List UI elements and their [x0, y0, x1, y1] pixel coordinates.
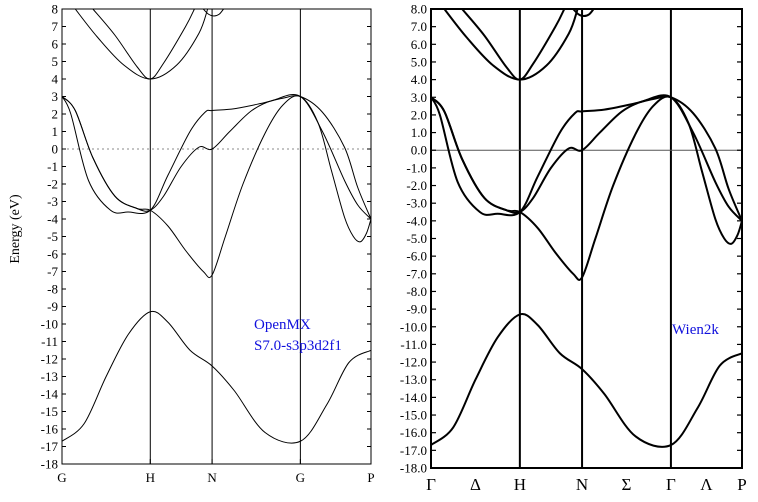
y-tick-label: -4: [47, 212, 58, 227]
wien2k-label: Wien2k: [672, 322, 719, 338]
y-tick-label: 0: [52, 142, 59, 157]
y-tick-label: 3: [52, 89, 59, 104]
k-point-label: Γ: [426, 475, 436, 494]
y-tick-label: -17.0: [400, 443, 427, 458]
y-tick-label: -9: [47, 299, 58, 314]
y-tick-label: -4.0: [406, 213, 427, 228]
right-plot-frame: [430, 8, 743, 469]
y-tick-label: 4.0: [411, 72, 427, 87]
k-point-label: N: [576, 475, 588, 494]
openmx-band-plot: Energy (eV) 8 7 6 5 4 3 2 1 0 -1 -2 -3 -4 -5 -6 -7 -8 -9 -…: [8, 2, 375, 486]
y-tick-label: -15.0: [400, 408, 427, 423]
k-point-label: G: [296, 470, 305, 485]
y-tick-label: -10.0: [400, 319, 427, 334]
band-line-4: [431, 95, 742, 222]
band-line-4: [62, 95, 371, 220]
y-tick-label: 2: [52, 107, 59, 122]
y-tick-label: -13.0: [400, 372, 427, 387]
y-tick-label: -2.0: [406, 178, 427, 193]
y-tick-label: 1: [52, 124, 59, 139]
y-tick-label: -1: [47, 159, 58, 174]
y-tick-label: 7.0: [411, 19, 427, 34]
k-point-label: P: [367, 470, 374, 485]
k-point-label: N: [207, 470, 217, 485]
k-point-label: G: [57, 470, 66, 485]
k-point-label: Γ: [666, 475, 676, 494]
band-line-5: [443, 9, 579, 81]
k-point-label: H: [514, 475, 526, 494]
y-tick-label: -12: [41, 352, 58, 367]
left-plot-frame: [61, 8, 372, 465]
y-tick-label: -11: [41, 334, 58, 349]
y-tick-label: -8: [47, 282, 58, 297]
y-axis-label: Energy (eV): [8, 194, 23, 264]
y-tick-label: 4: [52, 72, 59, 87]
band-line-3: [431, 94, 742, 222]
y-tick-label: 5: [52, 54, 59, 69]
y-tick-label: -7.0: [406, 266, 427, 281]
band-line-6: [92, 9, 195, 80]
y-tick-label: -6: [47, 247, 58, 262]
y-tick-label: 2.0: [411, 107, 427, 122]
y-tick-label: 3.0: [411, 90, 427, 105]
band-line-1: [431, 313, 742, 448]
y-tick-label: -2: [47, 177, 58, 192]
y-tick-label: -15: [41, 404, 58, 419]
y-tick-label: 6: [52, 37, 59, 52]
y-tick-label: 1.0: [411, 125, 427, 140]
y-tick-label: 8.0: [411, 2, 427, 17]
band-line-7: [202, 9, 224, 17]
y-tick-label: -17: [41, 439, 59, 454]
y-tick-label: -13: [41, 369, 58, 384]
band-line-1: [62, 310, 371, 444]
y-tick-label: -5.0: [406, 231, 427, 246]
y-tick-label: -7: [47, 264, 58, 279]
basis-label: S7.0-s3p3d2f1: [254, 338, 342, 354]
k-point-label: Λ: [700, 475, 713, 494]
y-tick-label: -12.0: [400, 355, 427, 370]
y-tick-label: -11.0: [400, 337, 427, 352]
band-line-7: [572, 9, 595, 18]
y-tick-label: -14.0: [400, 390, 427, 405]
wien2k-band-plot: 8.0 7.0 6.0 5.0 4.0 3.0 2.0 1.0 0.0 -1.0 -2.0 -3.0 -…: [400, 2, 747, 495]
y-tick-label: -18: [41, 457, 58, 472]
y-tick-label: -3.0: [406, 196, 427, 211]
k-point-label: Δ: [470, 475, 481, 494]
band-line-3: [62, 94, 371, 220]
y-tick-label: 0.0: [411, 143, 427, 158]
y-tick-label: 6.0: [411, 37, 427, 52]
k-point-label: H: [146, 470, 155, 485]
y-tick-label: -10: [41, 317, 58, 332]
y-tick-label: -1.0: [406, 160, 427, 175]
y-tick-label: -3: [47, 194, 58, 209]
band-line-5: [74, 9, 209, 80]
k-point-label: P: [737, 475, 746, 494]
y-tick-label: -9.0: [406, 302, 427, 317]
y-tick-label: -16: [41, 422, 59, 437]
y-tick-label: 7: [52, 19, 59, 34]
band-line-6: [461, 9, 566, 81]
y-tick-label: -8.0: [406, 284, 427, 299]
y-tick-label: -6.0: [406, 249, 427, 264]
y-tick-label: -18.0: [400, 461, 427, 476]
y-tick-label: 5.0: [411, 54, 427, 69]
y-tick-label: 8: [52, 2, 59, 17]
y-tick-label: -16.0: [400, 425, 427, 440]
y-tick-label: -5: [47, 229, 58, 244]
openmx-label: OpenMX: [254, 317, 311, 333]
k-point-label: Σ: [622, 475, 632, 494]
y-tick-label: -14: [41, 387, 59, 402]
